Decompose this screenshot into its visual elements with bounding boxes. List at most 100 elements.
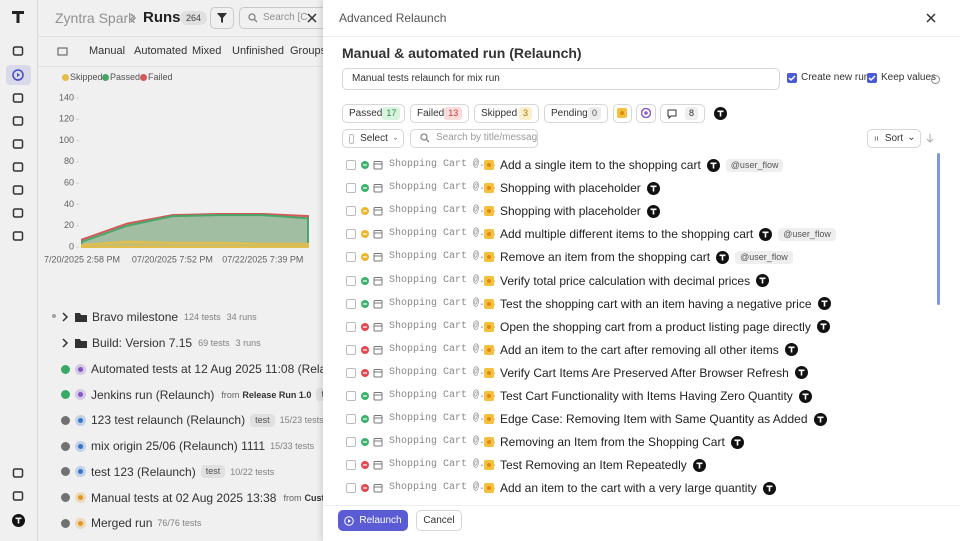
test-row[interactable]: Removing an Item from the Shopping Cart [484,434,744,450]
y-tick-label: 60 [64,178,74,188]
tab[interactable]: Mixed [192,45,222,57]
test-suite: Shopping Cart @... [389,274,498,286]
group-name[interactable]: Build: Version 7.15 [92,336,193,350]
nav-icon[interactable] [12,45,24,57]
test-checkbox[interactable] [346,367,356,378]
test-tag: @user_flow [735,250,793,264]
expand-toggle[interactable] [61,312,69,322]
test-row[interactable]: Verify Cart Items Are Preserved After Br… [484,365,808,381]
status-filter[interactable]: Passed 17 [342,104,405,123]
tab[interactable]: Unfinished [232,45,284,57]
status-filter-count: 13 [444,107,463,120]
comments-filter[interactable]: 8 [660,104,705,123]
cancel-button[interactable]: Cancel [416,510,462,531]
status-filter[interactable]: Pending 0 [544,104,608,123]
test-row[interactable]: Shopping with placeholder [484,180,660,196]
test-row[interactable]: Test the shopping cart with an item havi… [484,296,831,312]
nav-icon[interactable] [12,230,24,242]
y-tick-label: 80 [64,156,74,166]
breadcrumb-separator [130,13,137,23]
test-suite: Shopping Cart @... [389,205,498,217]
test-row[interactable]: Add a single item to the shopping cart @u… [484,157,784,173]
run-title: Merged run [91,516,153,531]
test-checkbox[interactable] [346,206,356,217]
test-status [361,392,369,400]
test-status [361,345,369,354]
run-title: Automated tests at 12 Aug 2025 11:08 (Re… [91,362,323,376]
status-filter-count: 0 [587,107,601,120]
test-row[interactable]: Add an item to the cart with a very larg… [484,480,776,496]
x-tick-label: 07/20/2025 7:52 PM [132,254,213,264]
nav-icon[interactable] [12,467,24,479]
nav-icon[interactable] [12,161,24,173]
search-box[interactable] [239,7,323,29]
sort-direction[interactable] [926,133,934,143]
test-suite: Shopping Cart @... [389,228,498,240]
test-checkbox[interactable] [346,160,356,170]
test-calendar-icon [373,368,383,378]
run-title: Jenkins run (Relaunch) [91,387,215,402]
test-checkbox[interactable] [346,298,356,309]
x-tick-label: 07/22/2025 7:39 PM [222,254,303,264]
run-row[interactable]: Manual tests at 02 Aug 2025 13:38 from Cus… [91,490,323,506]
test-checkbox[interactable] [346,483,356,494]
clear-search[interactable] [307,13,317,23]
test-checkbox[interactable] [346,344,356,355]
create-new-run-checkbox[interactable] [787,73,797,83]
test-checkbox[interactable] [346,437,356,448]
test-suite: Shopping Cart @... [389,436,498,448]
run-name-input[interactable] [342,68,780,90]
status-filter[interactable]: Failed 13 [410,104,469,123]
test-row[interactable]: Add multiple different items to the shop… [484,226,836,242]
test-checkbox[interactable] [346,460,356,471]
test-checkbox[interactable] [346,229,356,240]
tab[interactable]: Groups [290,45,323,57]
test-status [361,230,369,239]
run-row[interactable]: test 123 (Relaunch) test 10/22 tests [91,464,274,480]
test-checkbox[interactable] [346,414,356,425]
test-checkbox[interactable] [346,275,356,286]
run-row[interactable]: 123 test relaunch (Relaunch) test 15/23 te… [91,412,323,428]
select-dropdown[interactable]: Select [342,129,404,148]
test-title: Removing an Item from the Shopping Cart [500,435,725,450]
run-row[interactable]: Jenkins run (Relaunch) from Release Run 1.… [91,387,323,403]
nav-icon[interactable] [12,184,24,196]
nav-icon[interactable] [12,207,24,219]
group-runs: 34 runs [226,312,257,322]
nav-icon[interactable] [12,69,24,81]
test-row[interactable]: Test Cart Functionality with Items Havin… [484,388,812,404]
sort-button[interactable]: Sort [867,129,921,148]
nav-icon[interactable] [12,138,24,150]
test-row[interactable]: Test Removing an Item Repeatedly [484,457,706,473]
test-checkbox[interactable] [346,391,356,401]
status-filter[interactable]: Skipped 3 [474,104,539,123]
test-checkbox[interactable] [346,252,356,263]
close-button[interactable] [926,13,936,23]
test-checkbox[interactable] [346,321,356,332]
test-row[interactable]: Open the shopping cart from a product li… [484,319,830,335]
run-row[interactable]: Merged run 76/76 tests [91,515,201,531]
test-row[interactable]: Verify total price calculation with deci… [484,273,770,289]
run-row[interactable]: Automated tests at 12 Aug 2025 11:08 (Re… [91,361,323,377]
expand-toggle[interactable] [61,338,69,348]
keep-values-checkbox[interactable] [867,73,877,83]
test-row[interactable]: Add an item to the cart after removing a… [484,342,798,358]
relaunch-button[interactable]: Relaunch [338,510,408,531]
group-name[interactable]: Bravo milestone [92,310,179,324]
test-checkbox[interactable] [346,183,356,194]
test-row[interactable]: Edge Case: Removing Item with Same Quant… [484,411,827,427]
test-search-placeholder: Search by title/messag [436,132,538,143]
author-avatar [646,181,660,195]
test-suite: Shopping Cart @... [389,482,498,494]
test-row[interactable]: Shopping with placeholder [484,203,660,219]
test-status [361,322,369,331]
nav-icon[interactable] [12,115,24,127]
test-search[interactable] [410,129,538,148]
tab[interactable]: Automated [134,45,188,57]
status-filter-count: 17 [382,107,401,120]
nav-icon[interactable] [12,490,24,502]
nav-icon[interactable] [12,92,24,104]
test-row[interactable]: Remove an item from the shopping cart @us… [484,249,793,265]
run-row[interactable]: mix origin 25/06 (Relaunch) 1111 15/33 te… [91,438,314,454]
tab[interactable]: Manual [89,45,126,57]
